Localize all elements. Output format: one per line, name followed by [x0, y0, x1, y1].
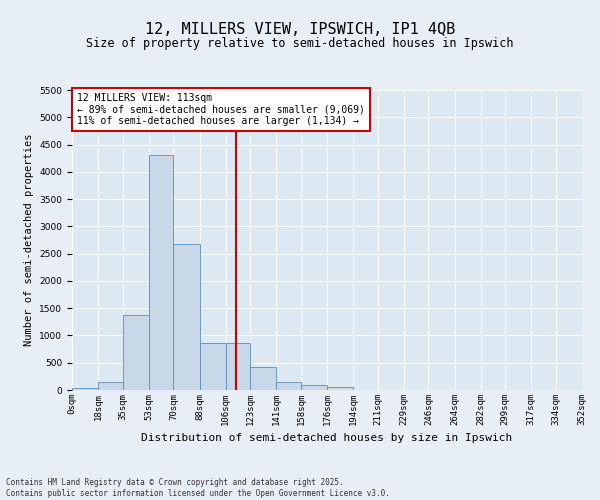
Text: Contains HM Land Registry data © Crown copyright and database right 2025.
Contai: Contains HM Land Registry data © Crown c…: [6, 478, 390, 498]
Bar: [199, 342, 226, 390]
Bar: [327, 386, 353, 390]
Bar: [226, 342, 250, 390]
Bar: [98, 382, 123, 390]
Bar: [149, 156, 173, 390]
Text: 12 MILLERS VIEW: 113sqm
← 89% of semi-detached houses are smaller (9,069)
11% of: 12 MILLERS VIEW: 113sqm ← 89% of semi-de…: [77, 93, 365, 126]
Bar: [123, 316, 149, 390]
X-axis label: Distribution of semi-detached houses by size in Ipswich: Distribution of semi-detached houses by …: [142, 434, 512, 444]
Bar: [72, 388, 98, 390]
Text: 12, MILLERS VIEW, IPSWICH, IP1 4QB: 12, MILLERS VIEW, IPSWICH, IP1 4QB: [145, 22, 455, 38]
Text: Size of property relative to semi-detached houses in Ipswich: Size of property relative to semi-detach…: [86, 38, 514, 51]
Bar: [301, 384, 327, 390]
Bar: [173, 244, 200, 390]
Bar: [276, 382, 301, 390]
Y-axis label: Number of semi-detached properties: Number of semi-detached properties: [24, 134, 34, 346]
Bar: [250, 366, 276, 390]
